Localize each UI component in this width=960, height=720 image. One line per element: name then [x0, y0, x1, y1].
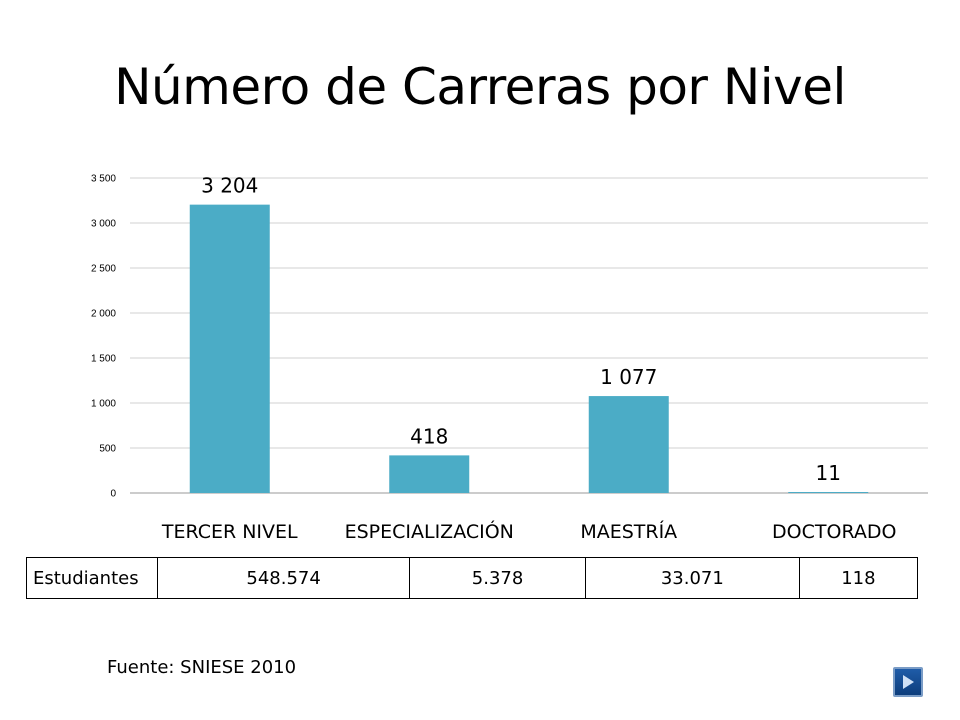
students-especializacion: 5.378 — [409, 557, 586, 599]
bar — [788, 492, 869, 494]
data-labels: 3 204 418 1 077 11 — [201, 174, 841, 485]
table-row: Estudiantes 548.574 5.378 33.071 118 — [26, 557, 919, 599]
students-maestria: 33.071 — [584, 557, 800, 599]
data-label: 3 204 — [201, 174, 258, 198]
row-label-students: Estudiantes — [26, 557, 158, 599]
category-label: MAESTRÍA — [580, 520, 677, 543]
bar — [588, 396, 669, 493]
bar — [389, 455, 470, 493]
bar-chart: 0 500 1 000 1 500 2 000 2 500 3 000 3 500 3 204… — [91, 174, 928, 543]
data-label: 1 077 — [600, 365, 657, 389]
y-tick-label: 1 000 — [91, 399, 116, 410]
slide-title: Número de Carreras por Nivel — [114, 58, 846, 116]
category-label: ESPECIALIZACIÓN — [345, 519, 514, 543]
students-table: Estudiantes 548.574 5.378 33.071 118 — [26, 557, 919, 599]
y-tick-label: 2 000 — [91, 309, 116, 320]
y-tick-label: 3 500 — [91, 174, 116, 185]
next-slide-arrow-icon — [903, 675, 914, 689]
bars — [189, 204, 869, 494]
y-tick-label: 1 500 — [91, 354, 116, 365]
y-axis-tick-labels: 0 500 1 000 1 500 2 000 2 500 3 000 3 500 — [91, 174, 116, 500]
y-tick-label: 2 500 — [91, 264, 116, 275]
y-tick-label: 0 — [110, 489, 116, 500]
source-note: Fuente: SNIESE 2010 — [107, 657, 297, 678]
students-tercer-nivel: 548.574 — [156, 557, 411, 599]
y-tick-label: 3 000 — [91, 219, 116, 230]
data-label: 11 — [816, 461, 841, 485]
y-tick-label: 500 — [99, 444, 116, 455]
category-label: DOCTORADO — [772, 521, 896, 543]
bar — [189, 204, 270, 493]
students-doctorado: 118 — [798, 557, 919, 599]
category-label: TERCER NIVEL — [161, 521, 298, 543]
category-labels: TERCER NIVEL ESPECIALIZACIÓN MAESTRÍA DOCTO… — [161, 519, 897, 543]
next-slide-button[interactable] — [893, 667, 923, 697]
data-label: 418 — [410, 424, 448, 448]
